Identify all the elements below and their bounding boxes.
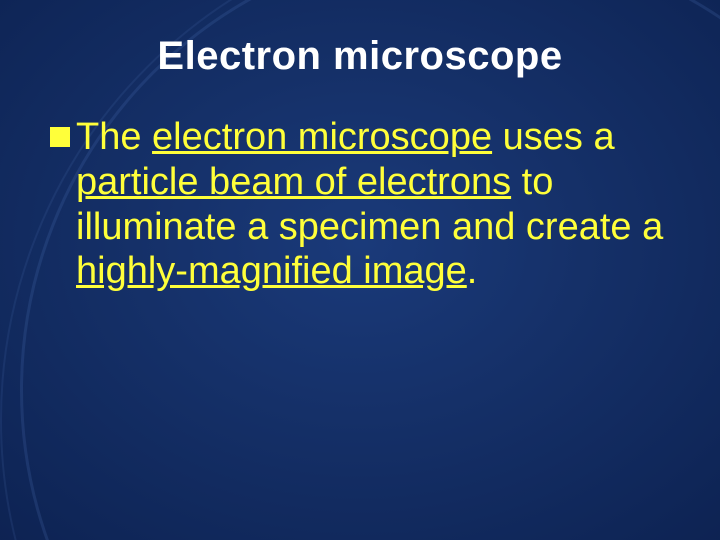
text-segment: uses a: [492, 116, 615, 158]
text-segment: .: [467, 250, 478, 292]
underline-electron-microscope: electron microscope: [152, 116, 492, 158]
underline-particle-beam: particle beam of electrons: [76, 161, 511, 203]
body-content: The electron microscope uses a particle …: [76, 115, 670, 294]
slide-container: Electron microscope The electron microsc…: [0, 0, 720, 540]
square-bullet-icon: [50, 127, 70, 147]
underline-highly-magnified: highly-magnified image: [76, 250, 467, 292]
slide-title: Electron microscope: [50, 34, 670, 79]
text-segment: The: [76, 116, 152, 158]
slide-body: The electron microscope uses a particle …: [50, 115, 670, 294]
